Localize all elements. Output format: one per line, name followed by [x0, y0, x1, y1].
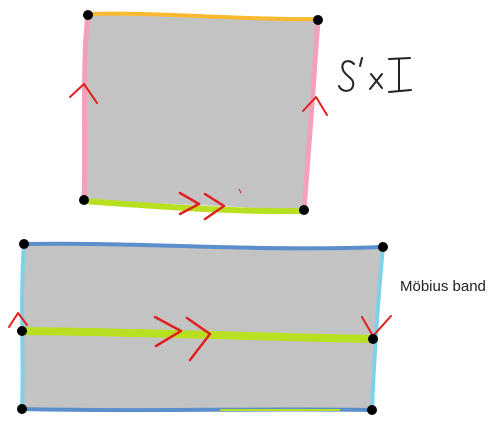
- cylinder-bottom-double-arrow-icon: [178, 191, 226, 221]
- mobius-top-edge: [22, 241, 385, 251]
- mobius-vertex-bottom-left: [17, 404, 27, 414]
- cylinder-right-edge: [301, 16, 321, 213]
- mobius-middle-double-arrow-icon: [153, 315, 212, 362]
- cylinder-left-edge: [81, 12, 91, 203]
- cylinder-figure: [69, 10, 412, 221]
- cylinder-top-edge: [86, 11, 320, 22]
- cylinder-vertex-top-left: [83, 10, 93, 20]
- mobius-figure: Möbius band: [8, 239, 486, 415]
- cylinder-label: [338, 57, 412, 93]
- mobius-right-edge: [370, 245, 385, 412]
- mobius-left-arrow-icon: [8, 312, 28, 328]
- cylinder-square: [84, 15, 318, 210]
- mobius-vertex-top-left: [19, 239, 29, 249]
- cylinder-right-arrow-icon: [302, 96, 328, 116]
- mobius-vertex-mid-left: [17, 326, 27, 336]
- mobius-square: [22, 244, 383, 410]
- cylinder-vertex-top-right: [313, 15, 323, 25]
- mobius-vertex-bottom-right: [367, 405, 377, 415]
- mobius-left-edge: [20, 242, 26, 410]
- mobius-vertex-top-right: [378, 242, 388, 252]
- cylinder-vertex-bottom-left: [79, 195, 89, 205]
- cylinder-vertex-bottom-right: [299, 205, 309, 215]
- mobius-vertex-mid-right: [368, 334, 378, 344]
- mobius-label: Möbius band: [400, 278, 486, 295]
- mobius-middle-line: [18, 327, 376, 343]
- stray-mark: [238, 188, 242, 194]
- cylinder-left-arrow-icon: [69, 83, 98, 104]
